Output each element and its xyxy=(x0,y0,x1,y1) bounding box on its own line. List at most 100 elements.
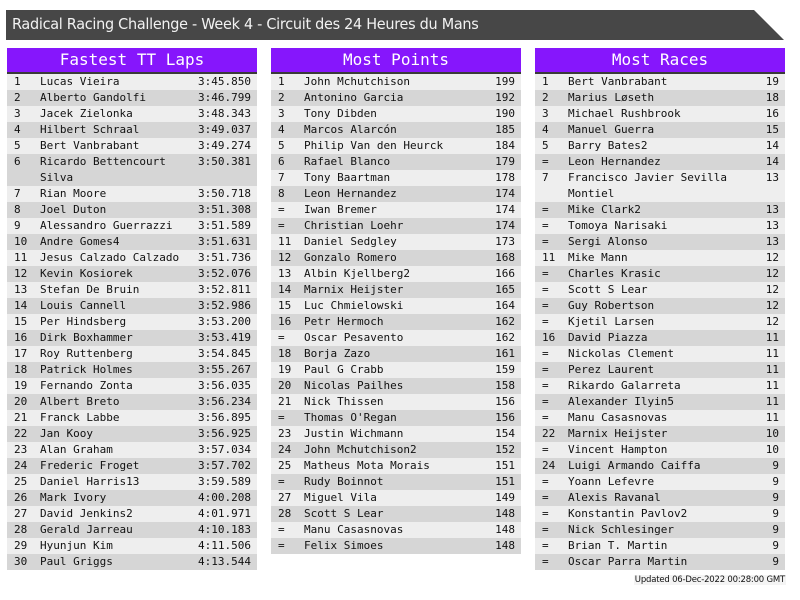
rank-cell: = xyxy=(542,523,549,536)
table-row: 2 Alberto Gandolfi 3:46.799 xyxy=(7,90,257,106)
driver-name-cell: Mike Mann xyxy=(568,251,628,264)
rank-cell: 11 xyxy=(542,251,556,264)
rank-cell: 20 xyxy=(14,395,28,408)
value-cell: 162 xyxy=(495,315,515,328)
table-row: 7 Rian Moore 3:50.718 xyxy=(7,186,257,202)
table-row: 20 Albert Breto 3:56.234 xyxy=(7,394,257,410)
value-cell: 185 xyxy=(495,123,515,136)
driver-name-cell: Alberto Gandolfi xyxy=(40,91,146,104)
driver-name-cell: Frederic Froget xyxy=(40,459,140,472)
table-row: = Felix Simoes 148 xyxy=(271,538,521,554)
driver-name-cell: Nickolas Clement xyxy=(568,347,674,360)
rank-cell: 7 xyxy=(542,171,549,184)
rank-cell: = xyxy=(542,283,549,296)
driver-name-cell: Rian Moore xyxy=(40,187,107,200)
most-points-panel: Most Points 1 John Mchutchison 199 2 Antonin… xyxy=(271,48,521,554)
rank-cell: 3 xyxy=(14,107,21,120)
value-cell: 13 xyxy=(765,171,779,184)
table-row: 2 Marius Løseth 18 xyxy=(535,90,785,106)
driver-name-cell: Alan Graham xyxy=(40,443,113,456)
rank-cell: = xyxy=(542,315,549,328)
fastest-tt-laps-panel: Fastest TT Laps 1 Lucas Vieira 3:45.850 2 Al… xyxy=(7,48,257,570)
table-row: = Vincent Hampton 10 xyxy=(535,442,785,458)
value-cell: 4:11.506 xyxy=(198,539,251,552)
table-row: 14 Marnix Heijster 165 xyxy=(271,282,521,298)
table-row: 29 Hyunjun Kim 4:11.506 xyxy=(7,538,257,554)
table-row: 3 Tony Dibden 190 xyxy=(271,106,521,122)
value-cell: 3:46.799 xyxy=(198,91,251,104)
rank-cell: 25 xyxy=(14,475,28,488)
rank-cell: 6 xyxy=(14,155,21,168)
value-cell: 3:50.381 xyxy=(198,155,251,168)
value-cell: 12 xyxy=(765,315,779,328)
rank-cell: 11 xyxy=(278,235,292,248)
value-cell: 190 xyxy=(495,107,515,120)
value-cell: 3:57.702 xyxy=(198,459,251,472)
value-cell: 156 xyxy=(495,395,515,408)
driver-name-cell: Konstantin Pavlov2 xyxy=(568,507,688,520)
rank-cell: 7 xyxy=(14,187,21,200)
driver-name-cell: Rudy Boinnot xyxy=(304,475,384,488)
table-row: 17 Roy Ruttenberg 3:54.845 xyxy=(7,346,257,362)
value-cell: 10 xyxy=(765,443,779,456)
table-row: = Perez Laurent 11 xyxy=(535,362,785,378)
rank-cell: = xyxy=(278,219,285,232)
value-cell: 16 xyxy=(765,107,779,120)
table-row: 11 Mike Mann 12 xyxy=(535,250,785,266)
value-cell: 174 xyxy=(495,203,515,216)
driver-name-cell: Yoann Lefevre xyxy=(568,475,655,488)
table-row: 4 Manuel Guerra 15 xyxy=(535,122,785,138)
driver-name-cell: Manuel Guerra xyxy=(568,123,655,136)
updated-timestamp: Updated 06-Dec-2022 00:28:00 GMT xyxy=(633,575,786,585)
value-cell: 3:50.718 xyxy=(198,187,251,200)
rank-cell: 12 xyxy=(278,251,292,264)
table-row: 21 Nick Thissen 156 xyxy=(271,394,521,410)
driver-name-cell: Gonzalo Romero xyxy=(304,251,397,264)
rank-cell: 23 xyxy=(278,427,292,440)
table-row: 8 Leon Hernandez 174 xyxy=(271,186,521,202)
driver-name-cell: Oscar Parra Martin xyxy=(568,555,688,568)
rank-cell: 17 xyxy=(14,347,28,360)
value-cell: 11 xyxy=(765,379,779,392)
rank-cell: 29 xyxy=(14,539,28,552)
rank-cell: 11 xyxy=(14,251,28,264)
driver-name-cell: John Mchutchison2 xyxy=(304,443,417,456)
value-cell: 174 xyxy=(495,219,515,232)
driver-name-cell: Paul Griggs xyxy=(40,555,113,568)
table-row: 11 Jesus Calzado Calzado 3:51.736 xyxy=(7,250,257,266)
table-row: = Leon Hernandez 14 xyxy=(535,154,785,170)
rank-cell: 14 xyxy=(14,299,28,312)
rank-cell: = xyxy=(278,411,285,424)
value-cell: 3:56.035 xyxy=(198,379,251,392)
driver-name-cell: Mike Clark2 xyxy=(568,203,641,216)
rank-cell: 8 xyxy=(14,203,21,216)
value-cell: 4:10.183 xyxy=(198,523,251,536)
rank-cell: 24 xyxy=(14,459,28,472)
driver-name-cell: Marius Løseth xyxy=(568,91,655,104)
value-cell: 148 xyxy=(495,507,515,520)
value-cell: 166 xyxy=(495,267,515,280)
rank-cell: 2 xyxy=(14,91,21,104)
driver-name-cell: Leon Hernandez xyxy=(568,155,661,168)
rank-cell: 24 xyxy=(542,459,556,472)
value-cell: 156 xyxy=(495,411,515,424)
rank-cell: = xyxy=(542,363,549,376)
rank-cell: = xyxy=(542,299,549,312)
rank-cell: 14 xyxy=(278,283,292,296)
table-row: = Rikardo Galarreta 11 xyxy=(535,378,785,394)
value-cell: 9 xyxy=(772,459,779,472)
rank-cell: 3 xyxy=(278,107,285,120)
rank-cell: 7 xyxy=(278,171,285,184)
driver-name-cell: Bert Vanbrabant xyxy=(40,139,140,152)
rank-cell: = xyxy=(542,379,549,392)
driver-name-cell: Per Hindsberg xyxy=(40,315,127,328)
value-cell: 151 xyxy=(495,475,515,488)
driver-name-cell: Luc Chmielowski xyxy=(304,299,404,312)
value-cell: 184 xyxy=(495,139,515,152)
table-row: 27 Miguel Vila 149 xyxy=(271,490,521,506)
rank-cell: 30 xyxy=(14,555,28,568)
value-cell: 3:54.845 xyxy=(198,347,251,360)
driver-name-cell: Nick Schlesinger xyxy=(568,523,674,536)
rank-cell: 25 xyxy=(278,459,292,472)
table-row: 28 Gerald Jarreau 4:10.183 xyxy=(7,522,257,538)
